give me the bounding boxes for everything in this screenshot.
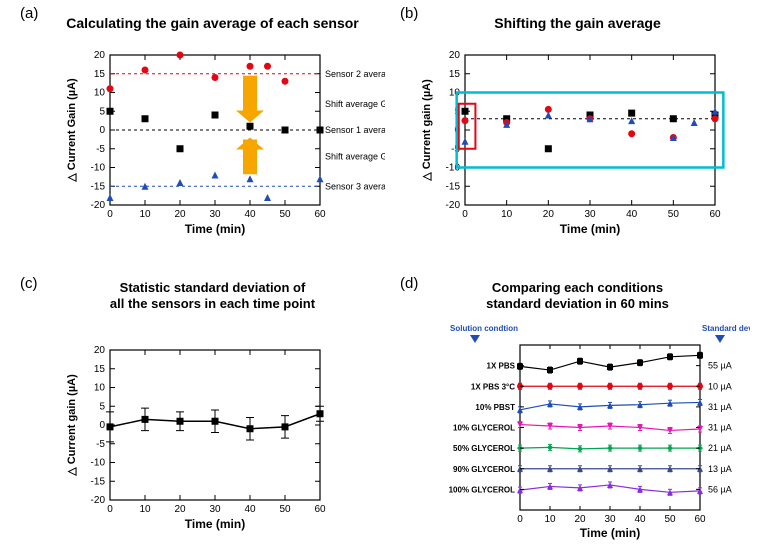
svg-text:50: 50 bbox=[279, 504, 291, 515]
svg-text:50: 50 bbox=[668, 209, 680, 220]
svg-text:40: 40 bbox=[244, 209, 256, 220]
svg-text:50% GLYCEROL: 50% GLYCEROL bbox=[453, 444, 515, 453]
svg-text:55 µA: 55 µA bbox=[708, 361, 732, 371]
svg-text:15: 15 bbox=[94, 69, 106, 80]
svg-text:5: 5 bbox=[99, 106, 105, 117]
panel-a-label: (a) bbox=[20, 5, 38, 22]
svg-text:40: 40 bbox=[244, 504, 256, 515]
svg-text:-15: -15 bbox=[91, 476, 106, 487]
panel-d: (d) Comparing each conditionsstandard de… bbox=[405, 275, 750, 545]
svg-text:Time (min): Time (min) bbox=[580, 526, 640, 540]
svg-text:0: 0 bbox=[99, 420, 105, 431]
panel-b: (b) Shifting the gain average 0102030405… bbox=[405, 5, 750, 265]
svg-text:0: 0 bbox=[99, 125, 105, 136]
svg-text:30: 30 bbox=[209, 504, 221, 515]
svg-text:10% GLYCEROL: 10% GLYCEROL bbox=[453, 424, 515, 433]
svg-text:20: 20 bbox=[94, 345, 106, 356]
svg-text:10: 10 bbox=[139, 504, 151, 515]
svg-text:-5: -5 bbox=[96, 144, 105, 155]
svg-text:100% GLYCEROL: 100% GLYCEROL bbox=[449, 485, 516, 494]
svg-text:10: 10 bbox=[544, 514, 556, 525]
svg-text:60: 60 bbox=[709, 209, 721, 220]
panel-d-title: Comparing each conditionsstandard deviat… bbox=[405, 280, 750, 311]
svg-text:Sensor 2 average: Sensor 2 average bbox=[325, 69, 385, 79]
svg-text:△ Current gain (µA): △ Current gain (µA) bbox=[421, 79, 433, 182]
svg-text:20: 20 bbox=[543, 209, 555, 220]
panel-d-plot: 0 10 20 30 40 50 60 Time (min) Solution condtion… bbox=[405, 275, 750, 545]
svg-text:30: 30 bbox=[584, 209, 596, 220]
svg-text:20: 20 bbox=[174, 209, 186, 220]
svg-text:20: 20 bbox=[449, 50, 461, 61]
svg-text:10: 10 bbox=[501, 209, 513, 220]
svg-text:20: 20 bbox=[94, 50, 106, 61]
panel-a-plot: 0 10 20 30 40 50 60 -20 -15 -10 -5 0 5 10 15 20 Time (mi… bbox=[40, 5, 385, 265]
panel-a: (a) Calculating the gain average of each… bbox=[40, 5, 385, 265]
panel-c: (c) Statistic standard deviation ofall t… bbox=[40, 275, 385, 545]
svg-text:0: 0 bbox=[517, 514, 523, 525]
svg-text:0: 0 bbox=[107, 209, 113, 220]
svg-text:0: 0 bbox=[462, 209, 468, 220]
svg-text:△ Current Gain (µA): △ Current Gain (µA) bbox=[66, 78, 78, 183]
panel-b-title: Shifting the gain average bbox=[405, 15, 750, 31]
svg-text:-15: -15 bbox=[91, 181, 106, 192]
svg-text:50: 50 bbox=[279, 209, 291, 220]
svg-text:20: 20 bbox=[174, 504, 186, 515]
svg-text:Time (min): Time (min) bbox=[185, 517, 245, 531]
svg-text:-10: -10 bbox=[91, 163, 106, 174]
svg-text:1X PBS: 1X PBS bbox=[487, 362, 516, 371]
panel-b-plot: 0102030405060-20-15-10-505101520Time (mi… bbox=[405, 5, 750, 265]
svg-text:50: 50 bbox=[664, 514, 676, 525]
svg-text:30: 30 bbox=[604, 514, 616, 525]
svg-text:△ Current gain (µA): △ Current gain (µA) bbox=[66, 374, 78, 477]
svg-text:21 µA: 21 µA bbox=[708, 443, 732, 453]
svg-text:31 µA: 31 µA bbox=[708, 402, 732, 412]
svg-text:5: 5 bbox=[99, 401, 105, 412]
svg-text:Standard deviation: Standard deviation bbox=[702, 324, 750, 333]
svg-text:31 µA: 31 µA bbox=[708, 423, 732, 433]
panel-a-title: Calculating the gain average of each sen… bbox=[40, 15, 385, 31]
panel-c-label: (c) bbox=[20, 275, 38, 292]
svg-text:30: 30 bbox=[209, 209, 221, 220]
svg-text:Shift average GAIN: Shift average GAIN bbox=[325, 99, 385, 109]
svg-text:-15: -15 bbox=[446, 181, 461, 192]
panel-c-title: Statistic standard deviation ofall the s… bbox=[40, 280, 385, 311]
svg-text:40: 40 bbox=[634, 514, 646, 525]
svg-text:Sensor 1 average: Sensor 1 average bbox=[325, 125, 385, 135]
svg-text:-20: -20 bbox=[91, 200, 106, 211]
svg-text:-5: -5 bbox=[96, 439, 105, 450]
svg-text:0: 0 bbox=[107, 504, 113, 515]
svg-text:Shift average GAIN: Shift average GAIN bbox=[325, 151, 385, 161]
svg-text:Solution condtion: Solution condtion bbox=[450, 324, 518, 333]
svg-text:60: 60 bbox=[694, 514, 706, 525]
svg-text:-10: -10 bbox=[91, 458, 106, 469]
svg-text:10: 10 bbox=[94, 88, 106, 99]
svg-text:60: 60 bbox=[314, 209, 326, 220]
svg-text:10: 10 bbox=[139, 209, 151, 220]
svg-text:10 µA: 10 µA bbox=[708, 381, 732, 391]
svg-text:10% PBST: 10% PBST bbox=[475, 403, 515, 412]
svg-text:Time (min): Time (min) bbox=[560, 222, 620, 236]
svg-text:20: 20 bbox=[574, 514, 586, 525]
svg-text:56 µA: 56 µA bbox=[708, 484, 732, 494]
svg-text:13 µA: 13 µA bbox=[708, 464, 732, 474]
svg-text:1X PBS 3°C: 1X PBS 3°C bbox=[471, 382, 515, 391]
svg-text:40: 40 bbox=[626, 209, 638, 220]
svg-text:90% GLYCEROL: 90% GLYCEROL bbox=[453, 465, 515, 474]
svg-text:Time (min): Time (min) bbox=[185, 222, 245, 236]
svg-text:60: 60 bbox=[314, 504, 326, 515]
svg-text:-20: -20 bbox=[91, 495, 106, 506]
panel-c-plot: 0 10 20 30 40 50 60 -20 -15 -10 -5 0 5 10 15 20 Time (mi… bbox=[40, 275, 385, 545]
svg-text:-20: -20 bbox=[446, 200, 461, 211]
svg-text:15: 15 bbox=[449, 69, 461, 80]
svg-text:15: 15 bbox=[94, 364, 106, 375]
svg-text:Sensor 3 average: Sensor 3 average bbox=[325, 181, 385, 191]
svg-text:10: 10 bbox=[94, 383, 106, 394]
